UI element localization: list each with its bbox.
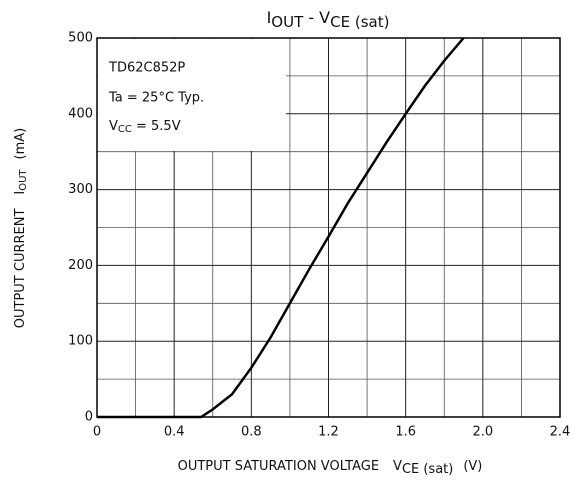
x-tick-label: 2.4 <box>550 425 571 440</box>
annotation-part: CC <box>118 124 132 135</box>
x-tick-label: 1.6 <box>395 425 416 440</box>
x-tick-label: 0.8 <box>241 425 262 440</box>
x-tick-label: 0.4 <box>164 425 185 440</box>
title-part: I <box>267 8 272 27</box>
y-tick-label: 400 <box>68 106 93 121</box>
y-tick-label: 0 <box>85 410 93 425</box>
y-tick-label: 300 <box>68 182 93 197</box>
label-part: OUT <box>18 169 29 191</box>
annotation: TD62C852P <box>108 61 185 76</box>
chart-title: IOUT - VCE (sat) <box>267 8 390 31</box>
annotation-part: V <box>109 119 118 134</box>
label-part: (V) <box>463 459 482 474</box>
x-axis-label: OUTPUT SATURATION VOLTAGE VCE (sat) (V) <box>178 459 483 477</box>
y-tick-label: 200 <box>68 258 93 273</box>
x-tick-label: 1.2 <box>318 425 339 440</box>
title-part: OUT <box>271 13 304 31</box>
annotation-part: = 5.5V <box>132 119 181 134</box>
label-part: I <box>13 191 28 195</box>
label-part: CE (sat) <box>402 462 453 477</box>
y-tick-label: 100 <box>68 334 93 349</box>
title-part: - V <box>303 8 330 27</box>
x-tick-label: 2.0 <box>472 425 493 440</box>
y-axis-label: OUTPUT CURRENT IOUT (mA) <box>13 128 30 329</box>
y-tick-label: 500 <box>68 31 93 46</box>
label-part: (mA) <box>13 128 28 160</box>
annotation: Ta = 25°C Typ. <box>108 91 204 106</box>
label-part: V <box>393 459 402 474</box>
label-part: OUTPUT SATURATION VOLTAGE <box>178 459 379 474</box>
annotation-box <box>98 39 286 151</box>
label-part: OUTPUT CURRENT <box>13 209 28 329</box>
annotation: VCC = 5.5V <box>109 119 181 136</box>
data-line <box>97 37 465 419</box>
x-tick-label: 0 <box>93 425 101 440</box>
title-part: CE (sat) <box>330 13 389 31</box>
plot-frame <box>96 37 561 418</box>
